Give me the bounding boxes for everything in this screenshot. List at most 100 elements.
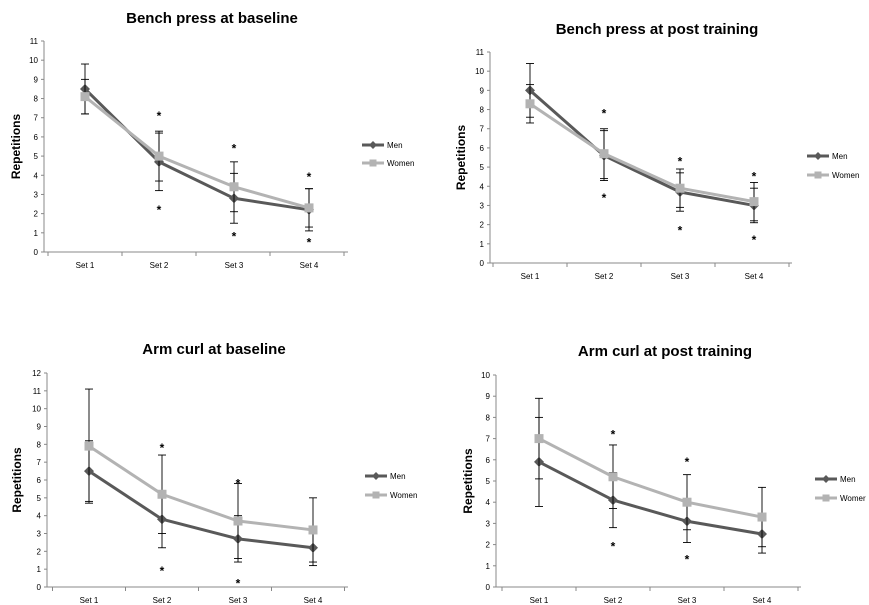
series-men <box>84 440 318 567</box>
y-tick-label: 5 <box>37 494 42 503</box>
y-tick-label: 2 <box>37 547 42 556</box>
y-tick-label: 10 <box>481 371 490 380</box>
data-point-square <box>154 151 164 161</box>
x-tick-label: Set 1 <box>521 272 540 281</box>
significance-star: * <box>160 564 165 578</box>
series-women <box>80 78 314 228</box>
y-tick-label: 1 <box>486 562 491 571</box>
legend-marker-square <box>372 491 380 499</box>
significance-star: * <box>752 170 757 184</box>
y-tick-label: 0 <box>480 259 485 268</box>
y-tick-label: 4 <box>486 498 491 507</box>
y-axis-label: Repetitions <box>9 114 23 180</box>
significance-star: * <box>232 141 237 155</box>
data-point-square <box>304 203 314 213</box>
y-tick-label: 2 <box>486 541 491 550</box>
x-tick-label: Set 2 <box>595 272 614 281</box>
y-tick-label: 3 <box>480 201 485 210</box>
y-tick-label: 1 <box>34 229 39 238</box>
series-line <box>83 87 310 212</box>
data-point-square <box>608 472 618 482</box>
chart-title: Arm curl at post training <box>578 343 752 360</box>
y-tick-label: 3 <box>37 530 42 539</box>
y-tick-label: 5 <box>486 477 491 486</box>
y-tick-label: 2 <box>480 221 485 230</box>
y-axis-label: Repetitions <box>10 447 24 513</box>
y-tick-label: 6 <box>34 133 39 142</box>
significance-star: * <box>157 203 162 217</box>
data-point-square <box>757 512 767 522</box>
chart-panel-1: Bench press at baseline Repetitions 0 1 2 3 4 5… <box>9 10 414 270</box>
significance-star: * <box>602 106 607 120</box>
x-tick-label: Set 2 <box>604 596 623 605</box>
significance-star: * <box>160 441 165 455</box>
x-tick-label: Set 4 <box>304 596 323 605</box>
y-tick-label: 1 <box>480 240 485 249</box>
significance-star: * <box>236 477 241 491</box>
legend-label-women: Women <box>387 159 414 168</box>
significance-star: * <box>307 235 312 249</box>
legend-label-women: Women <box>832 171 859 180</box>
significance-star: * <box>685 455 690 469</box>
y-tick-label: 9 <box>37 423 42 432</box>
data-point-square <box>599 149 609 159</box>
y-tick-label: 4 <box>480 182 485 191</box>
y-tick-label: 8 <box>486 413 491 422</box>
legend-label-men: Men <box>832 152 848 161</box>
x-tick-label: Set 2 <box>153 596 172 605</box>
data-point-square <box>534 434 544 444</box>
series-men <box>80 63 314 232</box>
chart-title: Arm curl at baseline <box>142 341 285 358</box>
x-tick-label: Set 4 <box>745 272 764 281</box>
x-tick-label: Set 3 <box>678 596 697 605</box>
x-tick-label: Set 1 <box>530 596 549 605</box>
y-tick-label: 11 <box>30 37 39 46</box>
data-point-square <box>229 182 239 192</box>
y-tick-label: 5 <box>34 152 39 161</box>
y-tick-label: 7 <box>37 458 42 467</box>
series-line <box>88 469 314 550</box>
significance-star: * <box>752 233 757 247</box>
y-tick-label: 6 <box>480 144 485 153</box>
significance-star: * <box>611 427 616 441</box>
chart-title: Bench press at post training <box>556 21 759 38</box>
legend-label-women: Women <box>390 491 417 500</box>
legend-marker-square <box>822 494 830 502</box>
y-tick-label: 9 <box>486 392 491 401</box>
y-tick-label: 8 <box>37 440 42 449</box>
y-tick-label: 10 <box>475 67 484 76</box>
significance-star: * <box>307 170 312 184</box>
y-tick-label: 6 <box>37 476 42 485</box>
series-women <box>525 84 759 222</box>
legend-label-men: Men <box>840 475 856 484</box>
data-point-square <box>749 197 759 207</box>
y-tick-label: 12 <box>32 369 41 378</box>
series-line <box>529 102 755 204</box>
data-point-square <box>84 441 94 451</box>
data-point-square <box>682 497 692 507</box>
y-tick-label: 0 <box>486 583 491 592</box>
y-tick-label: 1 <box>37 565 42 574</box>
x-tick-label: Set 4 <box>300 261 319 270</box>
data-point-square <box>157 489 167 499</box>
x-tick-label: Set 3 <box>671 272 690 281</box>
y-tick-label: 9 <box>34 75 39 84</box>
y-tick-label: 7 <box>480 125 485 134</box>
chart-panel-2: Bench press at post training Repetitions 0… <box>454 21 859 281</box>
significance-star: * <box>232 230 237 244</box>
y-tick-label: 7 <box>34 114 39 123</box>
series-line <box>538 460 763 536</box>
y-axis-label: Repetitions <box>461 448 475 514</box>
y-tick-label: 5 <box>480 163 485 172</box>
significance-star: * <box>157 109 162 123</box>
legend-marker-square <box>814 171 822 179</box>
significance-star: * <box>685 552 690 566</box>
legend-marker-diamond <box>822 475 830 483</box>
y-tick-label: 3 <box>486 519 491 528</box>
y-tick-label: 4 <box>34 171 39 180</box>
data-point-square <box>675 183 685 193</box>
y-tick-label: 0 <box>34 248 39 257</box>
y-tick-label: 2 <box>34 210 39 219</box>
y-tick-label: 6 <box>486 456 491 465</box>
